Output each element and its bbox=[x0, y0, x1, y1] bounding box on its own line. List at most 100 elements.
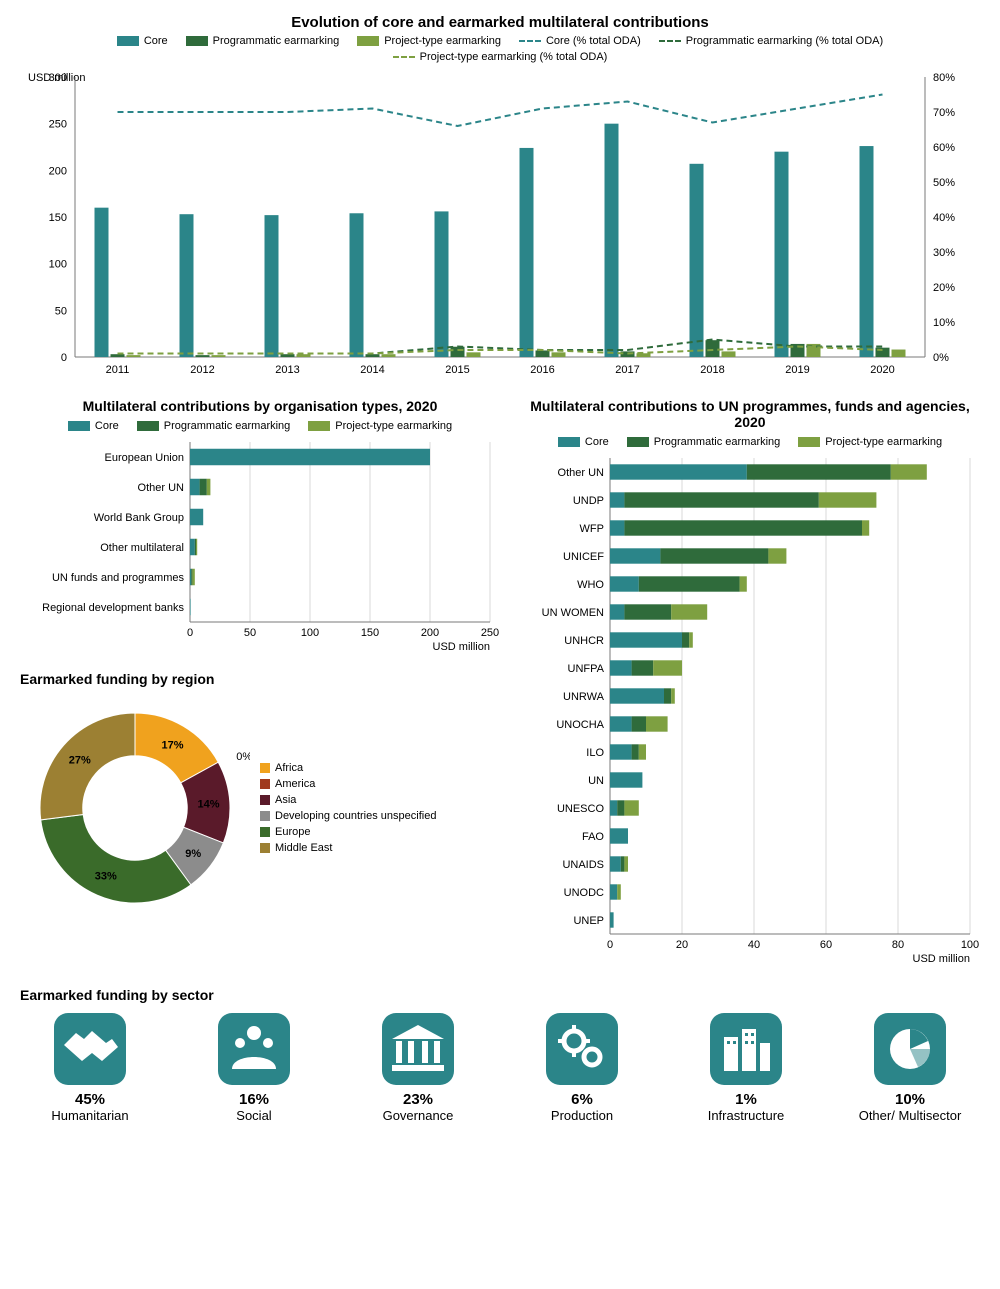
svg-text:Other UN: Other UN bbox=[558, 467, 605, 479]
sector-label: Infrastructure bbox=[708, 1108, 785, 1123]
svg-text:250: 250 bbox=[481, 627, 499, 639]
city-icon bbox=[710, 1013, 782, 1085]
svg-text:14%: 14% bbox=[197, 798, 219, 810]
svg-text:UNFPA: UNFPA bbox=[568, 663, 605, 675]
chart1-legend: Core Programmatic earmarking Project-type … bbox=[20, 35, 980, 63]
svg-text:10%: 10% bbox=[933, 317, 955, 329]
pie-legend-item: America bbox=[260, 778, 436, 790]
svg-text:WFP: WFP bbox=[580, 523, 604, 535]
chart3-svg: 020406080100USD millionOther UNUNDPWFPUN… bbox=[520, 452, 980, 968]
svg-text:60%: 60% bbox=[933, 142, 955, 154]
svg-text:2012: 2012 bbox=[190, 364, 214, 376]
svg-text:Other UN: Other UN bbox=[138, 482, 185, 494]
svg-text:UNDP: UNDP bbox=[573, 495, 604, 507]
sector-label: Production bbox=[551, 1108, 613, 1123]
legend-item: Core bbox=[558, 436, 609, 448]
sector-pct: 16% bbox=[239, 1091, 269, 1108]
pie-svg: 17%0%14%9%33%27% bbox=[20, 693, 250, 923]
svg-text:2016: 2016 bbox=[530, 364, 554, 376]
legend-item: Core bbox=[117, 35, 168, 47]
svg-text:World Bank Group: World Bank Group bbox=[94, 512, 184, 524]
svg-text:100: 100 bbox=[961, 939, 979, 951]
chart2-svg: 0 50 100 150 200 250 USD million European Union… bbox=[20, 436, 500, 656]
svg-text:UNHCR: UNHCR bbox=[564, 635, 604, 647]
legend-item: Programmatic earmarking bbox=[137, 420, 291, 432]
svg-text:0%: 0% bbox=[236, 751, 250, 763]
chart2: Multilateral contributions by organisati… bbox=[20, 398, 500, 661]
svg-text:150: 150 bbox=[361, 627, 379, 639]
svg-text:60: 60 bbox=[820, 939, 832, 951]
svg-text:0: 0 bbox=[607, 939, 613, 951]
svg-text:100: 100 bbox=[49, 259, 67, 271]
legend-item: Project-type earmarking (% total ODA) bbox=[393, 51, 608, 63]
svg-text:0%: 0% bbox=[933, 352, 949, 364]
chart2-title: Multilateral contributions by organisati… bbox=[20, 398, 500, 414]
pie-legend: AfricaAmericaAsiaDeveloping countries un… bbox=[260, 758, 436, 858]
sectors: Earmarked funding by sector 45%Humanitar… bbox=[20, 987, 980, 1123]
svg-text:80: 80 bbox=[892, 939, 904, 951]
svg-text:UN funds and programmes: UN funds and programmes bbox=[52, 572, 185, 584]
legend-item: Core (% total ODA) bbox=[519, 35, 641, 47]
pie-title: Earmarked funding by region bbox=[20, 671, 500, 687]
sector-label: Governance bbox=[383, 1108, 454, 1123]
svg-text:20%: 20% bbox=[933, 282, 955, 294]
sector-handshake: 45%Humanitarian bbox=[20, 1013, 160, 1123]
legend-item: Project-type earmarking bbox=[357, 35, 501, 47]
chart1: Evolution of core and earmarked multilat… bbox=[20, 14, 980, 392]
sector-pct: 45% bbox=[75, 1091, 105, 1108]
svg-text:30%: 30% bbox=[933, 247, 955, 259]
legend-item: Project-type earmarking bbox=[798, 436, 942, 448]
svg-text:80%: 80% bbox=[933, 72, 955, 84]
legend-item: Programmatic earmarking bbox=[186, 35, 340, 47]
svg-text:2018: 2018 bbox=[700, 364, 724, 376]
svg-text:FAO: FAO bbox=[582, 831, 604, 843]
svg-text:2020: 2020 bbox=[870, 364, 894, 376]
svg-text:UNESCO: UNESCO bbox=[557, 803, 605, 815]
sector-pct: 6% bbox=[571, 1091, 593, 1108]
sector-family: 16%Social bbox=[184, 1013, 324, 1123]
sector-pie: 10%Other/ Multisector bbox=[840, 1013, 980, 1123]
svg-text:250: 250 bbox=[49, 119, 67, 131]
chart2-legend: CoreProgrammatic earmarkingProject-type … bbox=[20, 420, 500, 432]
sector-gears: 6%Production bbox=[512, 1013, 652, 1123]
sector-pct: 1% bbox=[735, 1091, 757, 1108]
svg-text:100: 100 bbox=[301, 627, 319, 639]
sector-label: Social bbox=[236, 1108, 271, 1123]
svg-text:27%: 27% bbox=[69, 754, 91, 766]
svg-text:50: 50 bbox=[244, 627, 256, 639]
svg-text:UNAIDS: UNAIDS bbox=[562, 859, 604, 871]
svg-text:USD million: USD million bbox=[433, 641, 490, 653]
svg-text:0: 0 bbox=[61, 352, 67, 364]
svg-text:70%: 70% bbox=[933, 107, 955, 119]
sector-city: 1%Infrastructure bbox=[676, 1013, 816, 1123]
svg-text:0: 0 bbox=[187, 627, 193, 639]
chart3: Multilateral contributions to UN program… bbox=[520, 398, 980, 973]
svg-text:UNEP: UNEP bbox=[573, 915, 604, 927]
gears-icon bbox=[546, 1013, 618, 1085]
sector-label: Humanitarian bbox=[51, 1108, 128, 1123]
chart1-svg: 0501001502002503000%10%20%30%40%50%60%70… bbox=[20, 67, 980, 387]
sectors-title: Earmarked funding by sector bbox=[20, 987, 980, 1003]
sector-pct: 10% bbox=[895, 1091, 925, 1108]
svg-text:UNODC: UNODC bbox=[564, 887, 604, 899]
handshake-icon bbox=[54, 1013, 126, 1085]
svg-text:UNOCHA: UNOCHA bbox=[556, 719, 604, 731]
svg-text:33%: 33% bbox=[95, 871, 117, 883]
svg-text:UN WOMEN: UN WOMEN bbox=[542, 607, 604, 619]
svg-text:2011: 2011 bbox=[106, 364, 130, 376]
pie-legend-item: Asia bbox=[260, 794, 436, 806]
pie-legend-item: Europe bbox=[260, 826, 436, 838]
svg-text:2017: 2017 bbox=[615, 364, 639, 376]
pie-chart: Earmarked funding by region 17%0%14%9%33… bbox=[20, 671, 500, 923]
svg-text:200: 200 bbox=[49, 165, 67, 177]
svg-text:USD million: USD million bbox=[28, 72, 85, 84]
svg-text:50: 50 bbox=[55, 305, 67, 317]
svg-text:European Union: European Union bbox=[104, 452, 184, 464]
svg-text:40%: 40% bbox=[933, 212, 955, 224]
svg-text:2014: 2014 bbox=[360, 364, 384, 376]
sector-bank: 23%Governance bbox=[348, 1013, 488, 1123]
svg-text:2015: 2015 bbox=[445, 364, 469, 376]
svg-text:200: 200 bbox=[421, 627, 439, 639]
legend-item: Programmatic earmarking (% total ODA) bbox=[659, 35, 883, 47]
svg-text:150: 150 bbox=[49, 212, 67, 224]
